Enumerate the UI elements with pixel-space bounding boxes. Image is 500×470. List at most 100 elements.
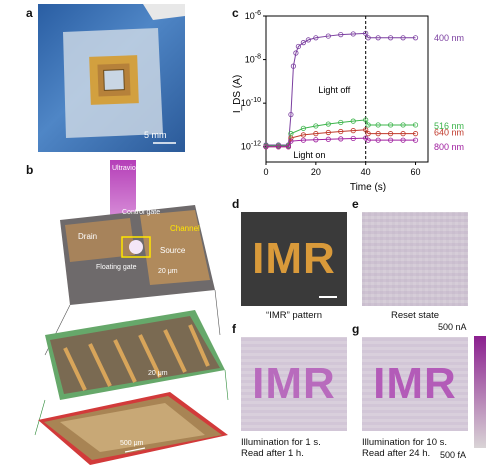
series-1-point-10 — [365, 122, 371, 128]
series-2-point-6 — [325, 129, 331, 136]
device-schematic: Ultraviolet Control gate Drain Channel S… — [30, 160, 230, 465]
current-map-1s: IMR — [241, 337, 347, 431]
series-1-point-12 — [388, 122, 394, 128]
plot-frame — [265, 15, 429, 163]
series-0-point-15 — [375, 35, 381, 41]
series-3-point-1 — [275, 144, 282, 150]
series-3-point-7 — [338, 136, 344, 142]
series-0-point-17 — [400, 35, 406, 41]
y-tick-label-2: 10-8 — [245, 54, 261, 65]
annotation-light-on: Light on — [293, 150, 325, 160]
y-axis-label: I_DS (A) — [232, 75, 243, 113]
caption-f: Illumination for 1 s. Read after 1 h. — [241, 437, 361, 459]
series-3-point-3 — [288, 138, 294, 144]
series-3-point-4 — [300, 137, 306, 143]
series-0-point-12 — [350, 31, 356, 37]
panel-letter-f: f — [232, 322, 236, 336]
series-2-point-8 — [350, 128, 356, 134]
caption-g-line2: Read after 24 h. — [362, 448, 431, 459]
device-photo: 5 mm — [38, 4, 185, 152]
photocurrent-chart: 0 20 40 60 10-12 10-10 10-8 10-6 400 nm 516 nm640… — [232, 10, 464, 193]
imr-pattern-word: IMR — [252, 234, 336, 283]
floating-gate-label: Floating gate — [96, 264, 137, 271]
series-0-point-4 — [290, 63, 297, 69]
caption-g: Illumination for 10 s. Read after 24 h. — [362, 437, 482, 459]
series-3-point-0 — [263, 144, 269, 150]
scale-bar-label-a: 5 mm — [144, 130, 167, 140]
series-line-1 — [266, 119, 416, 147]
control-gate-label: Control gate — [122, 209, 161, 216]
series-2-point-10 — [365, 131, 371, 137]
series-2-point-3 — [288, 135, 294, 141]
series-3-point-8 — [350, 135, 356, 142]
panel-letter-a: a — [26, 6, 33, 20]
series-0-point-16 — [388, 35, 394, 41]
series-0-point-7 — [300, 40, 306, 46]
x-tick-label-1: 20 — [311, 167, 321, 177]
series-0-point-5 — [293, 50, 299, 56]
series-3-point-2 — [285, 144, 292, 150]
series-1-point-8 — [350, 118, 356, 124]
x-tick-label-3: 60 — [411, 167, 421, 177]
reset-state-map — [362, 212, 468, 306]
series-1-point-7 — [338, 119, 344, 126]
series-line-0 — [266, 32, 416, 146]
scale-bar-label-bottom: 500 μm — [120, 440, 144, 447]
panel-letter-c: c — [232, 6, 239, 20]
source-label: Source — [160, 246, 186, 255]
panel-letter-b: b — [26, 163, 34, 177]
x-tick-label-0: 0 — [263, 167, 268, 177]
series-1-point-11 — [375, 122, 381, 128]
caption-g-line1: Illumination for 10 s. — [362, 437, 448, 448]
series-0-point-11 — [338, 32, 344, 38]
uv-label: Ultraviolet — [112, 165, 144, 172]
series-1-point-6 — [325, 121, 331, 127]
current-map-10s-word: IMR — [373, 359, 457, 408]
y-tick-label-0: 10-12 — [241, 141, 261, 152]
series-1-point-4 — [300, 125, 306, 131]
series-0-point-18 — [412, 35, 419, 41]
series-2-point-7 — [338, 128, 344, 135]
legend-label-1: 516 nm — [434, 121, 464, 131]
series-0-point-14 — [365, 35, 371, 41]
colorbar — [474, 336, 486, 448]
series-2-point-12 — [388, 131, 394, 137]
series-3-point-14 — [412, 137, 419, 143]
device-photo-drawing — [63, 4, 185, 144]
imr-pattern-image: IMR — [241, 212, 347, 306]
colorbar-top-label: 500 nA — [438, 322, 467, 332]
colorbar-bottom-label: 500 fA — [440, 450, 467, 460]
series-3-point-5 — [313, 137, 319, 143]
series-3-point-6 — [325, 136, 331, 142]
series-0-point-13 — [363, 30, 369, 36]
series-0-point-10 — [325, 33, 331, 39]
panel-letter-d: d — [232, 197, 240, 211]
series-1-point-13 — [400, 122, 406, 128]
legend-label-3: 800 nm — [434, 142, 464, 152]
panel-letter-e: e — [352, 197, 359, 211]
x-axis-label: Time (s) — [350, 182, 386, 193]
series-2-point-13 — [400, 131, 406, 137]
drain-label: Drain — [78, 232, 98, 241]
scale-bar-label-top: 20 μm — [158, 268, 178, 275]
panel-letter-g: g — [352, 322, 360, 336]
series-2-point-14 — [412, 131, 419, 137]
series-2-point-9 — [363, 127, 369, 133]
legend-label-0: 400 nm — [434, 33, 464, 43]
current-map-1s-word: IMR — [252, 359, 336, 408]
series-2-point-5 — [313, 131, 319, 137]
series-0-point-3 — [288, 111, 294, 118]
series-3-point-13 — [400, 137, 406, 143]
caption-f-line1: Illumination for 1 s. — [241, 437, 321, 448]
caption-f-line2: Read after 1 h. — [241, 448, 304, 459]
series-0-point-6 — [295, 43, 302, 50]
series-1-point-5 — [313, 123, 319, 129]
y-tick-label-1: 10-10 — [241, 97, 261, 108]
series-0-point-9 — [313, 35, 319, 41]
annotation-light-off: Light off — [318, 85, 350, 95]
x-tick-label-2: 40 — [361, 167, 371, 177]
series-0-point-8 — [305, 37, 311, 43]
series-2-point-4 — [300, 132, 306, 138]
series-1-point-9 — [363, 117, 369, 123]
channel-label: Channel — [170, 224, 200, 233]
